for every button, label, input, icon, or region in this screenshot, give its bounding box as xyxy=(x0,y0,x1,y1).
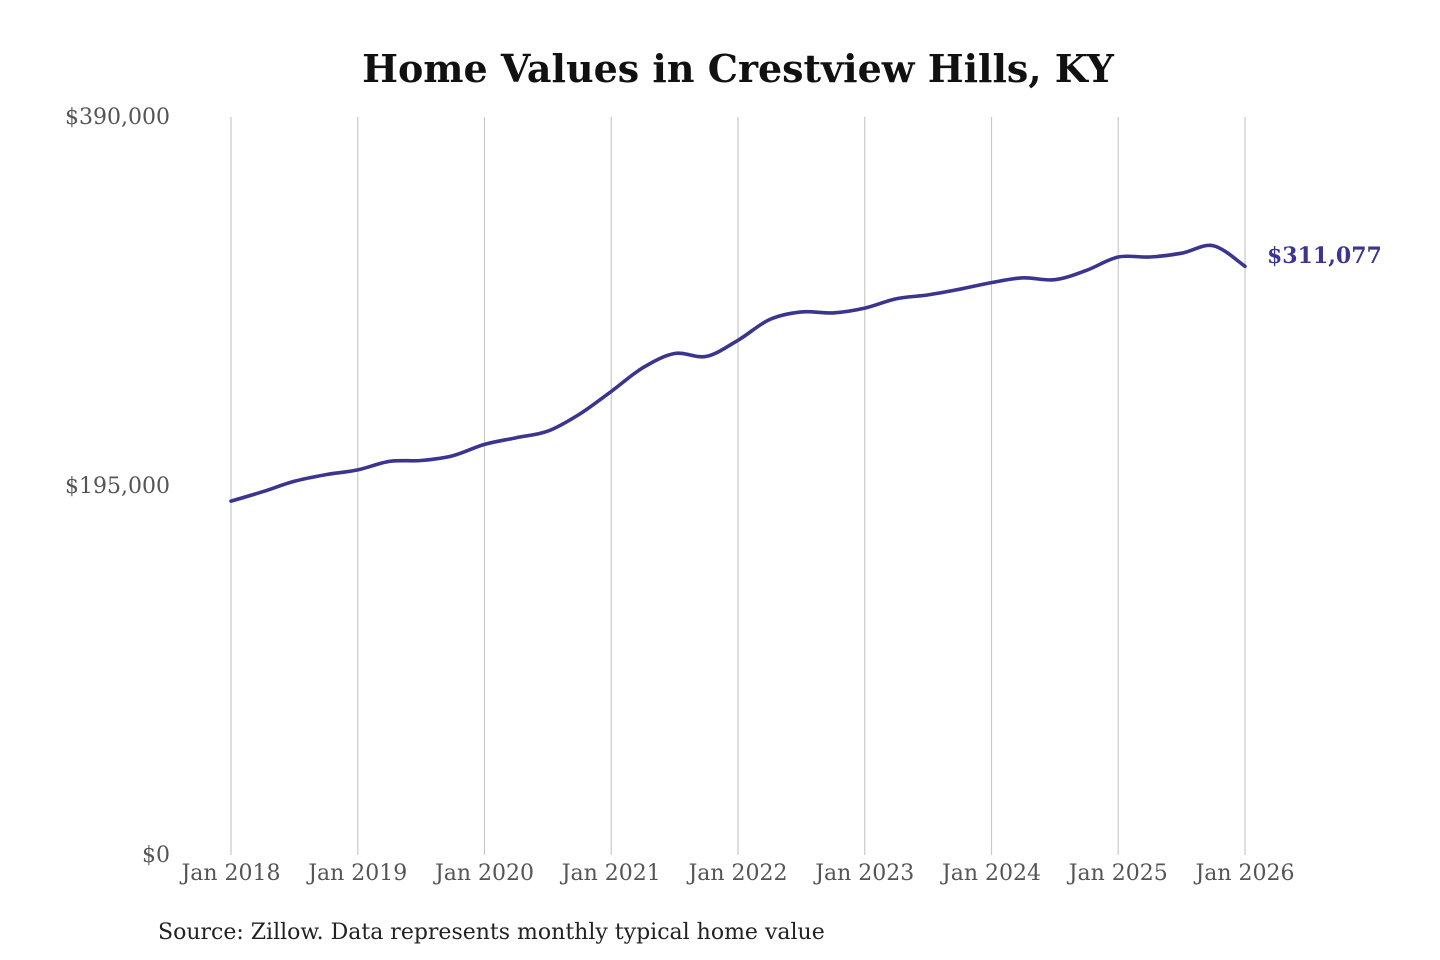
source-note: Source: Zillow. Data represents monthly … xyxy=(158,920,825,945)
y-tick-label: $0 xyxy=(142,843,170,868)
x-tick-label: Jan 2020 xyxy=(433,861,534,886)
x-axis-tick-labels: Jan 2018 Jan 2019 Jan 2020 Jan 2021 Jan 2022… xyxy=(179,861,1294,886)
gridlines xyxy=(230,117,1246,855)
x-tick-label: Jan 2019 xyxy=(306,861,407,886)
x-tick-label: Jan 2018 xyxy=(179,861,280,886)
chart-title: Home Values in Crestview Hills, KY xyxy=(362,46,1115,91)
x-tick-label: Jan 2023 xyxy=(813,861,914,886)
y-tick-label: $195,000 xyxy=(65,474,170,499)
end-value-label: $311,077 xyxy=(1267,243,1382,269)
home-value-line xyxy=(229,243,1247,503)
x-tick-label: Jan 2024 xyxy=(940,861,1041,886)
x-tick-label: Jan 2025 xyxy=(1067,861,1168,886)
y-axis-tick-labels: $0 $195,000 $390,000 xyxy=(65,105,170,868)
x-tick-label: Jan 2021 xyxy=(560,861,661,886)
x-tick-label: Jan 2022 xyxy=(686,861,787,886)
x-tick-label: Jan 2026 xyxy=(1193,861,1294,886)
y-tick-label: $390,000 xyxy=(65,105,170,130)
series-layer xyxy=(229,243,1247,503)
